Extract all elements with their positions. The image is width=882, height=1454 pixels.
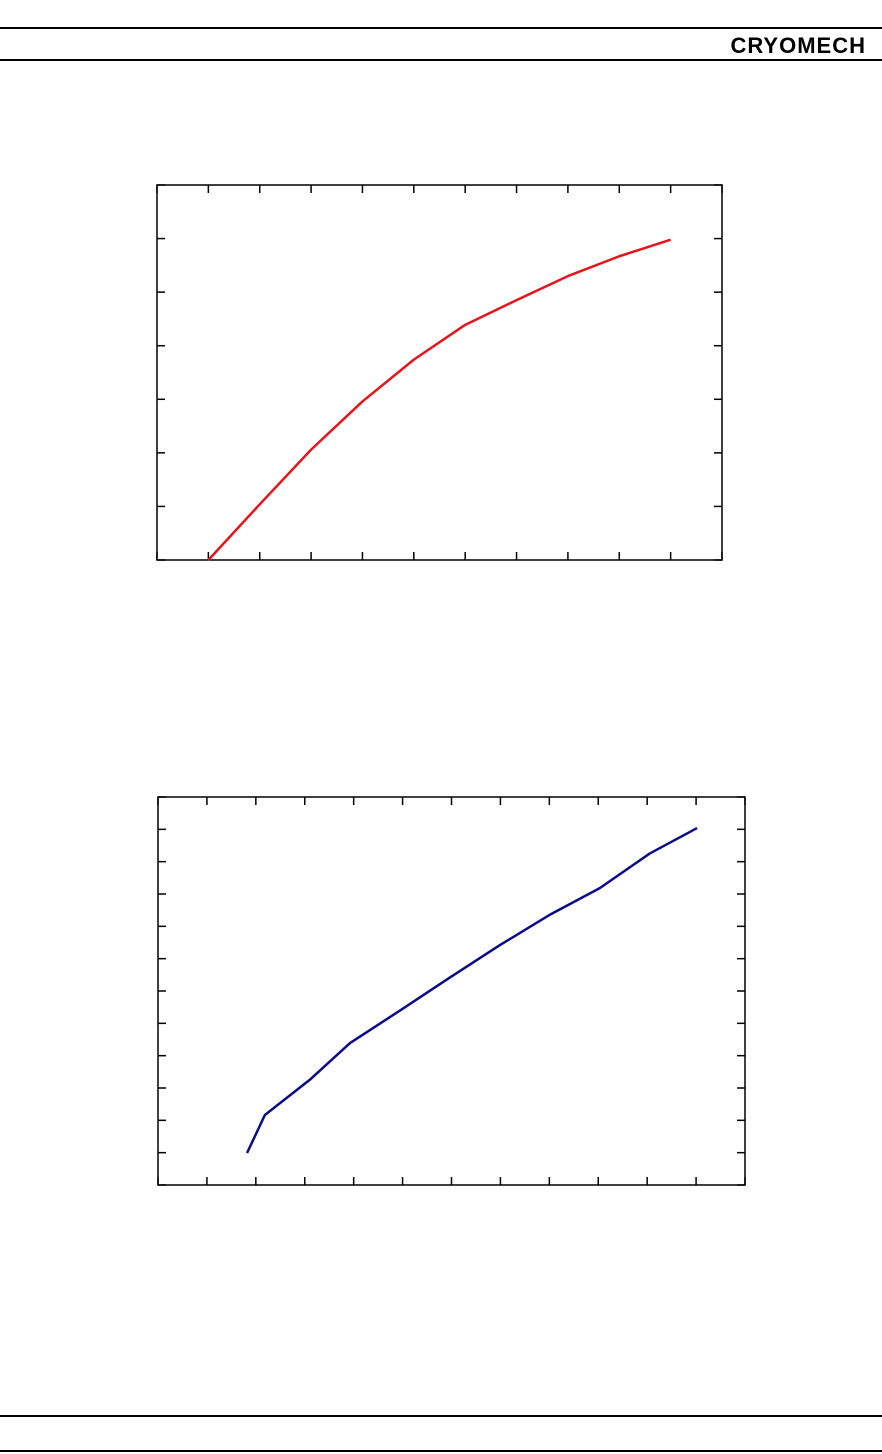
logo: CRYOMECH (730, 33, 866, 58)
data-line (245, 826, 698, 1154)
plot-frame (156, 184, 723, 561)
data-line (207, 238, 672, 561)
plot-frame (157, 796, 746, 1186)
